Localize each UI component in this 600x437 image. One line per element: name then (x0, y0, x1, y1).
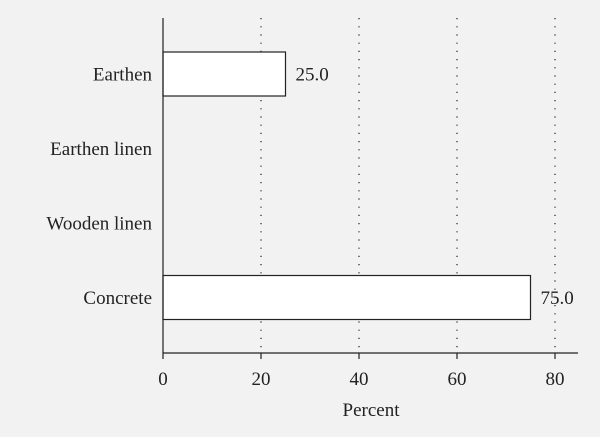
x-axis-title: Percent (343, 400, 401, 421)
x-tick-label-0: 0 (158, 369, 168, 390)
category-label-earthen: Earthen (93, 65, 153, 86)
axes (162, 18, 578, 354)
category-label-concrete: Concrete (83, 288, 152, 309)
category-label-earthen-linen: Earthen linen (50, 139, 152, 160)
data-label-concrete: 75.0 (541, 288, 574, 309)
x-ticks: 0 20 40 60 80 (158, 353, 565, 390)
x-tick-label-60: 60 (448, 369, 467, 390)
bar-concrete (162, 274, 532, 321)
x-tick-label-20: 20 (252, 369, 271, 390)
category-label-wooden-linen: Wooden linen (46, 214, 152, 235)
data-label-earthen: 25.0 (296, 65, 329, 86)
category-labels: Earthen Earthen linen Wooden linen Concrete (46, 65, 152, 310)
data-labels: 25.0 75.0 (296, 65, 574, 310)
x-tick-label-40: 40 (350, 369, 369, 390)
bars (162, 51, 532, 321)
x-tick-label-80: 80 (546, 369, 565, 390)
bar-earthen (162, 51, 287, 97)
